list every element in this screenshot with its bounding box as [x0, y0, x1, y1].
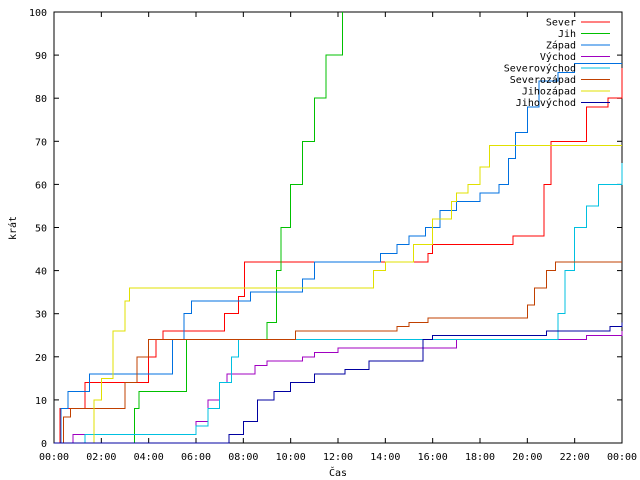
- x-tick-label: 18:00: [465, 452, 495, 463]
- x-tick-label: 12:00: [323, 452, 353, 463]
- series-line-8: [54, 322, 623, 444]
- legend: SeverJihZápadVýchodSeverovýchodSeverozáp…: [504, 18, 610, 109]
- y-tick-label: 80: [35, 94, 47, 105]
- y-tick-label: 90: [35, 51, 47, 62]
- y-tick-label: 40: [35, 267, 47, 278]
- x-tick-label: 16:00: [418, 452, 448, 463]
- x-tick-label: 20:00: [512, 452, 542, 463]
- axis-ticks: 00:00 02:00 04:00 06:00 08:00 10:00 12:00 14:00…: [29, 8, 637, 463]
- series-line-7: [54, 145, 622, 444]
- x-axis-label: Čas: [329, 466, 347, 479]
- y-tick-label: 100: [29, 8, 47, 19]
- y-tick-label: 70: [35, 137, 47, 148]
- legend-label: Sever: [546, 18, 576, 29]
- series-line-6: [54, 261, 622, 444]
- y-tick-label: 10: [35, 396, 47, 407]
- series-line-2: [54, 12, 344, 444]
- series-lines: [54, 12, 623, 444]
- legend-label: Západ: [546, 40, 576, 52]
- x-tick-label: 04:00: [134, 452, 164, 463]
- y-tick-label: 0: [41, 439, 47, 450]
- series-line-4: [54, 330, 623, 444]
- legend-label: Jih: [558, 29, 576, 40]
- y-tick-label: 60: [35, 180, 47, 191]
- x-tick-label: 06:00: [181, 452, 211, 463]
- legend-label: Severovýchod: [504, 63, 576, 75]
- y-tick-label: 50: [35, 224, 47, 235]
- y-axis-label: krát: [7, 216, 19, 240]
- x-tick-label: 08:00: [228, 452, 258, 463]
- x-tick-label: 10:00: [276, 452, 306, 463]
- x-tick-label: 14:00: [370, 452, 400, 463]
- x-tick-label: 00:00: [607, 452, 637, 463]
- series-line-3: [54, 63, 622, 444]
- legend-label: Jihozápad: [522, 86, 576, 98]
- x-tick-label: 00:00: [39, 452, 69, 463]
- legend-label: Východ: [540, 51, 576, 63]
- series-line-1: [54, 68, 623, 444]
- legend-label: Jihovýchod: [516, 97, 576, 109]
- legend-label: Severozápad: [510, 74, 576, 86]
- x-tick-label: 02:00: [86, 452, 116, 463]
- x-tick-label: 22:00: [560, 452, 590, 463]
- y-tick-label: 20: [35, 353, 47, 364]
- y-tick-label: 30: [35, 310, 47, 321]
